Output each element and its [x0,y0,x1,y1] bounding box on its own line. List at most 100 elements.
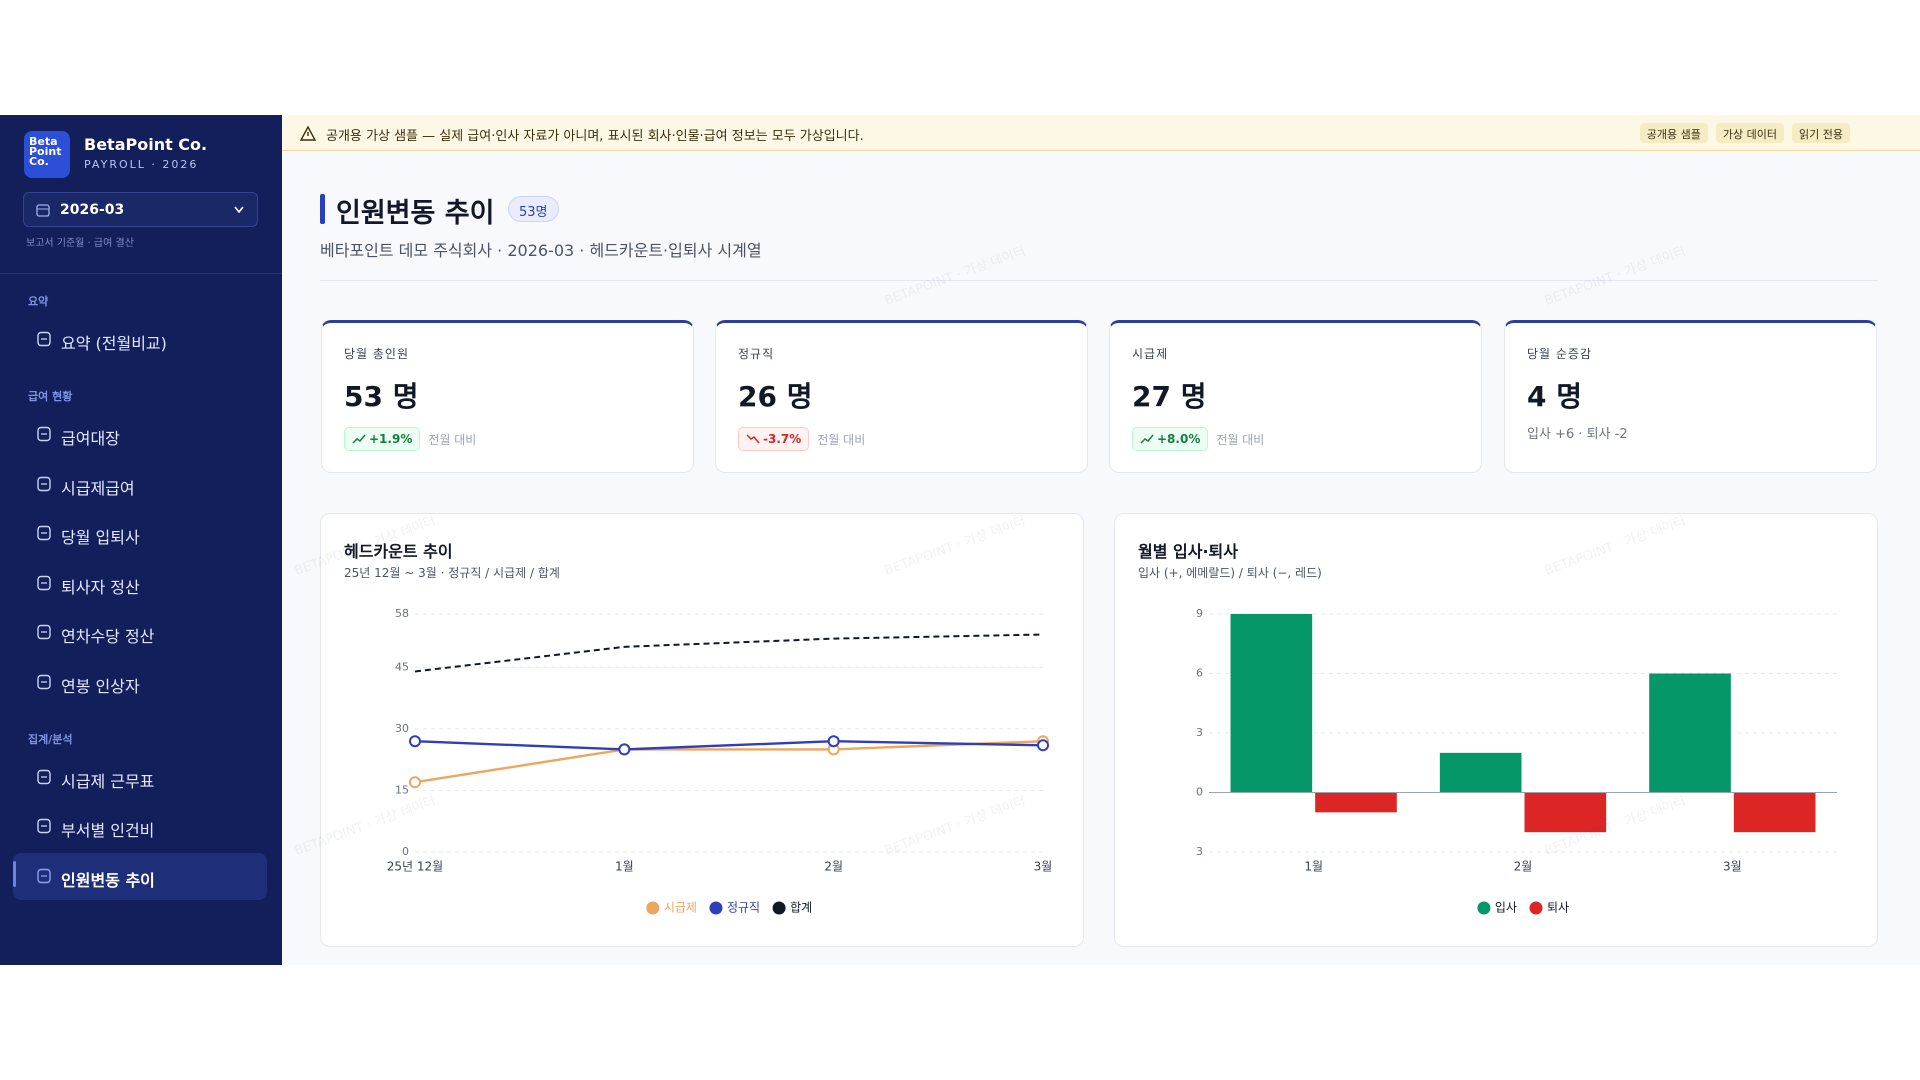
icon-shape [37,426,51,442]
banner-tag: 공개용 샘플 [1639,123,1708,143]
nav-icon [37,868,51,883]
kpi-change: +1.9% [344,427,421,451]
kpi-label: 정규직 [738,347,775,361]
bar [1439,752,1522,793]
nav-item[interactable]: 부서별 인건비 [13,803,267,850]
nav-item[interactable]: 당월 입퇴사 [13,510,267,557]
icon-shape [37,868,51,883]
nav-item[interactable]: 연봉 인상자 [13,659,267,706]
nav-icon [37,331,51,347]
y-tick-label: 15 [395,783,409,796]
page-subtitle: 베타포인트 데모 주식회사 · 2026-03 · 헤드카운트·입퇴사 시계열 [320,241,762,260]
point [618,743,631,756]
series-line [414,633,1044,673]
sidebar: Beta Point Co. BetaPoint Co. PAYROLL · 2… [0,115,282,965]
bar [1315,792,1397,813]
x-tick-label: 1월 [615,860,634,874]
kpi-note: 전월 대비 [817,433,866,447]
legend-label: 퇴사 [1547,901,1569,915]
nav-icon [37,769,51,784]
nav-label: 연봉 인상자 [61,676,140,696]
watermark: BETAPOINT · 가상 데이터 [1542,243,1688,309]
y-tick-label: 45 [395,660,409,673]
active-marker [13,861,16,887]
period-select[interactable]: 2026-03 [23,192,258,227]
nav-section-title: 요약 [28,295,49,308]
y-tick-label: 30 [395,722,409,735]
icon-shape [1140,434,1154,444]
nav-icon [37,575,51,590]
kpi-note: 전월 대비 [1216,433,1265,447]
divider [0,273,282,274]
icon-shape [352,434,366,444]
chart-title: 월별 입사·퇴사 [1138,542,1238,561]
nav-item[interactable]: 인원변동 추이 [13,852,267,900]
nav-icon [37,624,51,640]
kpi-card: 정규직 26 명 -3.7% 전월 대비 [715,320,1088,473]
kpi-card: 당월 순증감 4 명 입사 +6 · 퇴사 -2 [1504,320,1877,473]
x-tick-label: 2월 [1514,860,1533,874]
nav-icon [37,476,51,491]
y-tick-label: 0 [402,845,409,858]
nav-item[interactable]: 급여대장 [13,411,267,458]
icon-shape [37,674,51,689]
icon-shape [746,434,760,444]
kpi-value: 27 명 [1132,380,1207,413]
legend-swatch [646,901,660,915]
brand: BetaPoint Co. [84,135,208,154]
bar [1649,673,1731,793]
chevron [234,206,244,214]
kpi-label: 당월 총인원 [344,347,410,361]
kpi-note: 전월 대비 [428,433,477,447]
chart-card: 헤드카운트 추이 25년 12월 ~ 3월 · 정규직 / 시급제 / 합계 0 15… [320,513,1084,947]
banner-tag: 가상 데이터 [1715,123,1785,143]
notice-banner: 공개용 가상 샘플 — 실제 급여·인사 자료가 아니며, 표시된 회사·인물·… [282,115,1920,151]
nav-item[interactable]: 연차수당 정산 [13,609,267,656]
nav-item[interactable]: 시급제급여 [13,461,267,508]
chart-title: 헤드카운트 추이 [344,542,453,561]
nav-label: 인원변동 추이 [61,870,155,890]
kpi-card: 시급제 27 명 +8.0% 전월 대비 [1109,320,1482,473]
kpi-change: +8.0% [1132,427,1209,451]
x-tick-label: 3월 [1723,860,1742,874]
nav-label: 시급제 근무표 [61,771,155,791]
legend-label: 시급제 [664,901,697,915]
icon-shape [37,818,51,834]
point [409,735,421,748]
legend-swatch [1477,901,1491,915]
nav-label: 부서별 인건비 [61,821,155,840]
nav-section-title: 집계/분석 [28,732,73,746]
x-tick-label: 25년 12월 [387,860,443,874]
legend: 시급제 정규직 합계 [646,901,812,915]
chart-subtitle: 25년 12월 ~ 3월 · 정규직 / 시급제 / 합계 [344,566,560,580]
divider [320,280,1878,281]
bar [1230,614,1313,793]
trend-icon [1140,434,1154,444]
kpi-card: 당월 총인원 53 명 +1.9% 전월 대비 [321,320,694,473]
x-tick-label: 2월 [824,860,843,874]
kpi-note: 입사 +6 · 퇴사 -2 [1527,427,1628,442]
icon-shape [37,769,51,784]
nav-item[interactable]: 시급제 근무표 [13,754,267,801]
nav-label: 시급제급여 [61,478,135,498]
nav-item[interactable]: 요약 (전월비교) [13,316,267,363]
nav-label: 연차수당 정산 [61,627,155,646]
logo-text: Beta [29,135,58,148]
kpi-value: 4 명 [1527,380,1582,413]
legend-label: 합계 [790,901,812,915]
calendar-icon [36,204,50,217]
point [1037,739,1049,752]
legend-label: 입사 [1495,901,1517,915]
legend-label: 정규직 [727,901,760,915]
y-tick-label: 58 [395,607,409,620]
nav-item[interactable]: 퇴사자 정산 [13,560,267,607]
chart-subtitle: 입사 (+, 에메랄드) / 퇴사 (−, 레드) [1138,566,1322,580]
banner-tag: 읽기 전용 [1792,123,1850,143]
kpi-label: 시급제 [1132,347,1169,361]
logo-text: Point [29,145,62,158]
icon-shape [37,575,51,590]
warning-icon [300,126,316,141]
